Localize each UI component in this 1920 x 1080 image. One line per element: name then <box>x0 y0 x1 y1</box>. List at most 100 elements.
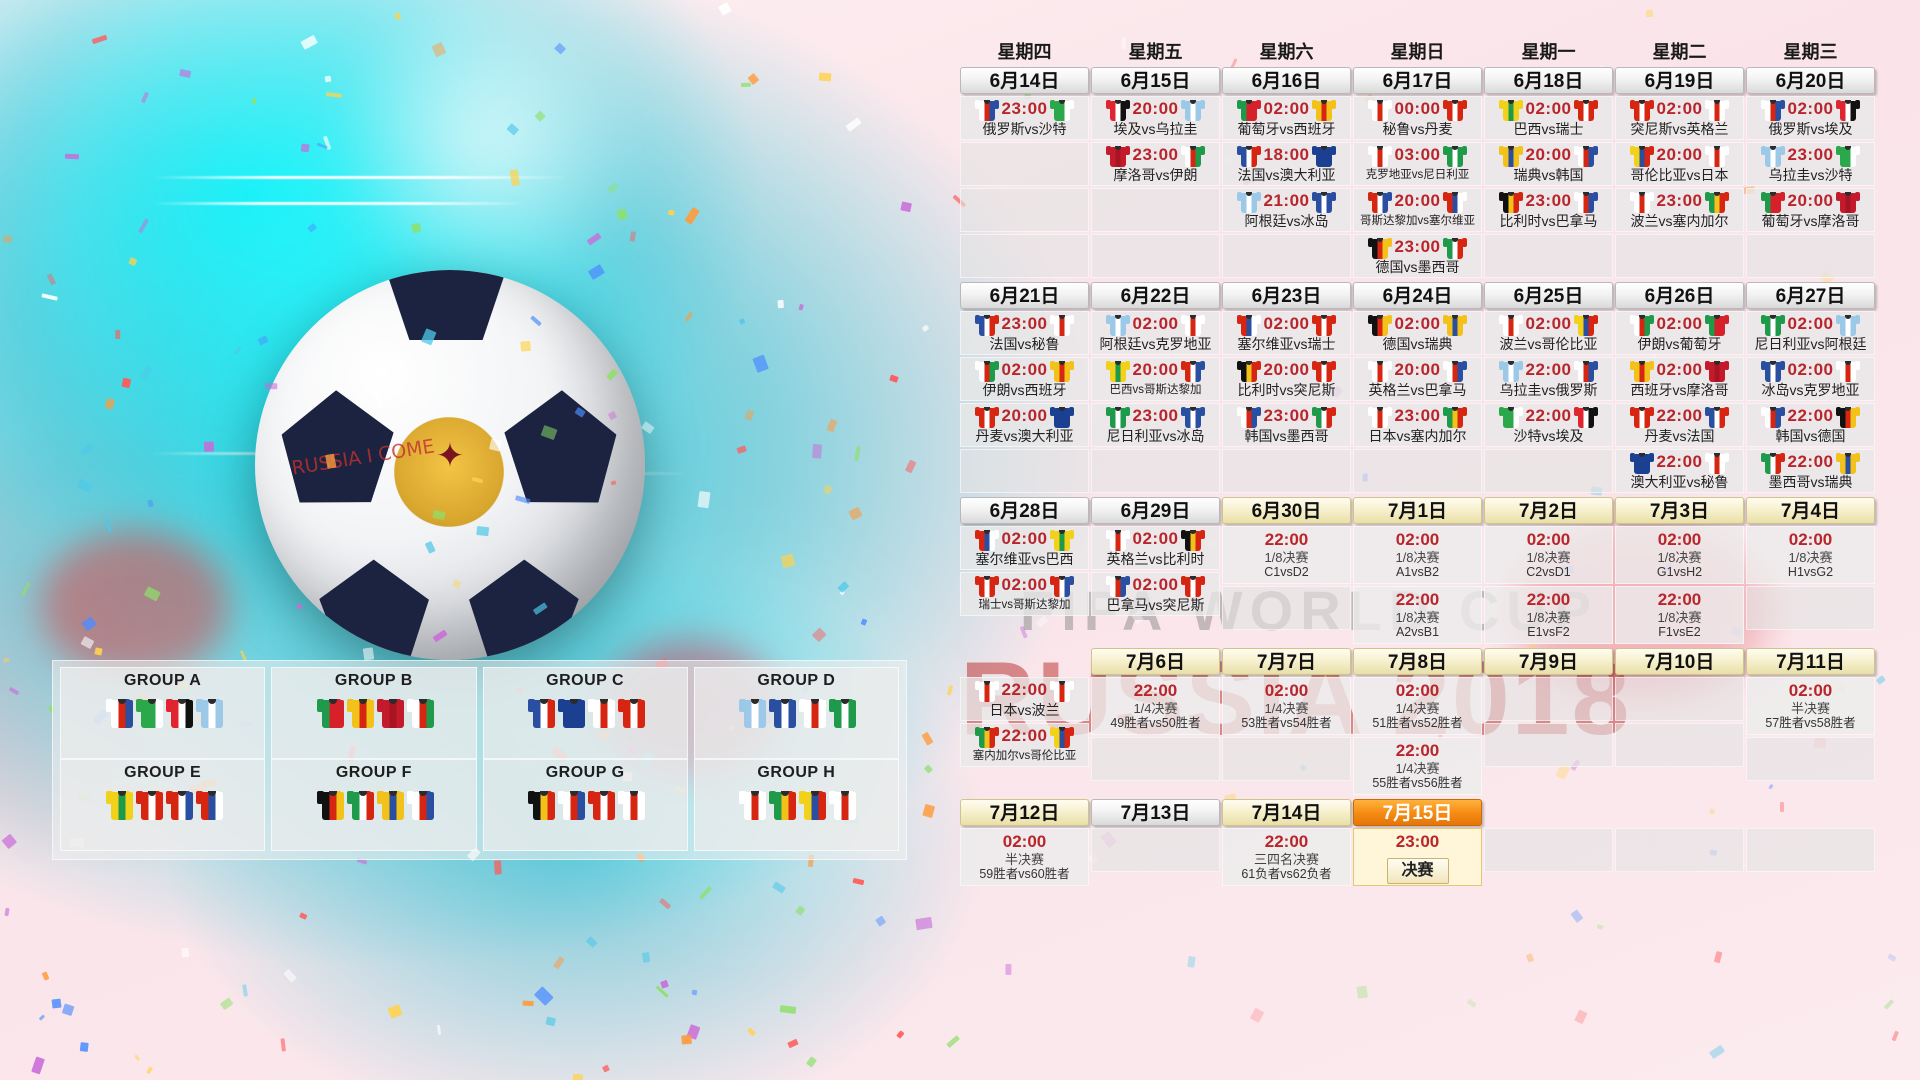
date-header[interactable]: 7月2日 <box>1484 497 1613 524</box>
date-header[interactable]: 6月16日 <box>1222 67 1351 94</box>
group-match-cell[interactable]: 03:00 克罗地亚vs尼日利亚 <box>1353 142 1482 186</box>
group-match-cell[interactable]: 20:00 巴西vs哥斯达黎加 <box>1091 357 1220 401</box>
group-match-cell[interactable]: 23:00 法国vs秘鲁 <box>960 311 1089 355</box>
group-card-group-h[interactable]: GROUP H <box>693 759 899 851</box>
group-match-cell[interactable]: 02:00 德国vs瑞典 <box>1353 311 1482 355</box>
date-header[interactable]: 6月17日 <box>1353 67 1482 94</box>
group-match-cell[interactable]: 18:00 法国vs澳大利亚 <box>1222 142 1351 186</box>
date-header[interactable]: 6月24日 <box>1353 282 1482 309</box>
date-header[interactable]: 6月25日 <box>1484 282 1613 309</box>
group-match-cell[interactable]: 02:00 塞尔维亚vs巴西 <box>960 526 1089 570</box>
group-match-cell[interactable]: 20:00 瑞典vs韩国 <box>1484 142 1613 186</box>
group-match-cell[interactable]: 22:00 塞内加尔vs哥伦比亚 <box>960 723 1089 767</box>
group-match-cell[interactable]: 23:00 日本vs塞内加尔 <box>1353 403 1482 447</box>
knockout-match-cell[interactable]: 02:00 1/8决赛 C2vsD1 <box>1484 526 1613 584</box>
date-header[interactable]: 7月4日 <box>1746 497 1875 524</box>
group-match-cell[interactable]: 02:00 英格兰vs比利时 <box>1091 526 1220 570</box>
group-card-group-f[interactable]: GROUP F <box>271 759 477 851</box>
date-header[interactable]: 7月10日 <box>1615 648 1744 675</box>
knockout-match-cell[interactable]: 02:00 1/8决赛 H1vsG2 <box>1746 526 1875 584</box>
group-match-cell[interactable]: 20:00 丹麦vs澳大利亚 <box>960 403 1089 447</box>
date-header[interactable]: 7月12日 <box>960 799 1089 826</box>
date-header[interactable]: 7月14日 <box>1222 799 1351 826</box>
date-header[interactable]: 6月14日 <box>960 67 1089 94</box>
knockout-match-cell[interactable]: 02:00 1/4决赛 53胜者vs54胜者 <box>1222 677 1351 735</box>
date-header[interactable]: 6月26日 <box>1615 282 1744 309</box>
date-header[interactable]: 7月7日 <box>1222 648 1351 675</box>
knockout-match-cell[interactable]: 02:00 半决赛 59胜者vs60胜者 <box>960 828 1089 886</box>
group-match-cell[interactable]: 02:00 巴西vs瑞士 <box>1484 96 1613 140</box>
date-header[interactable]: 7月13日 <box>1091 799 1220 826</box>
group-match-cell[interactable]: 22:00 韩国vs德国 <box>1746 403 1875 447</box>
group-card-group-b[interactable]: GROUP B <box>271 667 477 759</box>
group-match-cell[interactable]: 20:00 英格兰vs巴拿马 <box>1353 357 1482 401</box>
group-match-cell[interactable]: 20:00 葡萄牙vs摩洛哥 <box>1746 188 1875 232</box>
group-match-cell[interactable]: 02:00 巴拿马vs突尼斯 <box>1091 572 1220 616</box>
group-match-cell[interactable]: 21:00 阿根廷vs冰岛 <box>1222 188 1351 232</box>
group-match-cell[interactable]: 02:00 俄罗斯vs埃及 <box>1746 96 1875 140</box>
group-match-cell[interactable]: 02:00 葡萄牙vs西班牙 <box>1222 96 1351 140</box>
group-match-cell[interactable]: 22:00 墨西哥vs瑞典 <box>1746 449 1875 493</box>
date-header[interactable]: 7月3日 <box>1615 497 1744 524</box>
group-card-group-g[interactable]: GROUP G <box>482 759 688 851</box>
knockout-match-cell[interactable]: 22:00 三四名决赛 61负者vs62负者 <box>1222 828 1351 886</box>
group-card-group-a[interactable]: GROUP A <box>60 667 266 759</box>
group-match-cell[interactable]: 23:00 比利时vs巴拿马 <box>1484 188 1613 232</box>
final-match-cell[interactable]: 23:00 决赛 <box>1353 828 1482 886</box>
group-match-cell[interactable]: 20:00 埃及vs乌拉圭 <box>1091 96 1220 140</box>
group-match-cell[interactable]: 23:00 波兰vs塞内加尔 <box>1615 188 1744 232</box>
date-header[interactable]: 7月11日 <box>1746 648 1875 675</box>
knockout-match-cell[interactable]: 22:00 1/8决赛 F1vsE2 <box>1615 586 1744 644</box>
group-match-cell[interactable]: 02:00 波兰vs哥伦比亚 <box>1484 311 1613 355</box>
group-match-cell[interactable]: 20:00 哥斯达黎加vs塞尔维亚 <box>1353 188 1482 232</box>
date-header[interactable]: 6月15日 <box>1091 67 1220 94</box>
group-match-cell[interactable]: 02:00 瑞士vs哥斯达黎加 <box>960 572 1089 616</box>
knockout-match-cell[interactable]: 22:00 1/8决赛 E1vsF2 <box>1484 586 1613 644</box>
date-header[interactable]: 6月21日 <box>960 282 1089 309</box>
date-header[interactable]: 6月30日 <box>1222 497 1351 524</box>
knockout-match-cell[interactable]: 02:00 半决赛 57胜者vs58胜者 <box>1746 677 1875 735</box>
group-match-cell[interactable]: 22:00 澳大利亚vs秘鲁 <box>1615 449 1744 493</box>
knockout-match-cell[interactable]: 22:00 1/4决赛 49胜者vs50胜者 <box>1091 677 1220 735</box>
group-match-cell[interactable]: 23:00 摩洛哥vs伊朗 <box>1091 142 1220 186</box>
group-match-cell[interactable]: 02:00 塞尔维亚vs瑞士 <box>1222 311 1351 355</box>
date-header[interactable]: 6月19日 <box>1615 67 1744 94</box>
group-match-cell[interactable]: 23:00 韩国vs墨西哥 <box>1222 403 1351 447</box>
date-header[interactable]: 6月28日 <box>960 497 1089 524</box>
group-card-group-c[interactable]: GROUP C <box>482 667 688 759</box>
date-header[interactable]: 7月15日 <box>1353 799 1482 826</box>
date-header[interactable]: 6月27日 <box>1746 282 1875 309</box>
group-match-cell[interactable]: 23:00 乌拉圭vs沙特 <box>1746 142 1875 186</box>
knockout-match-cell[interactable]: 22:00 1/8决赛 C1vsD2 <box>1222 526 1351 584</box>
group-match-cell[interactable]: 22:00 沙特vs埃及 <box>1484 403 1613 447</box>
date-header[interactable]: 6月18日 <box>1484 67 1613 94</box>
group-match-cell[interactable]: 22:00 日本vs波兰 <box>960 677 1089 721</box>
date-header[interactable]: 7月1日 <box>1353 497 1482 524</box>
group-match-cell[interactable]: 22:00 丹麦vs法国 <box>1615 403 1744 447</box>
group-match-cell[interactable]: 02:00 尼日利亚vs阿根廷 <box>1746 311 1875 355</box>
date-header[interactable]: 6月22日 <box>1091 282 1220 309</box>
group-match-cell[interactable]: 23:00 俄罗斯vs沙特 <box>960 96 1089 140</box>
date-header[interactable]: 6月20日 <box>1746 67 1875 94</box>
knockout-match-cell[interactable]: 22:00 1/8决赛 A2vsB1 <box>1353 586 1482 644</box>
group-match-cell[interactable]: 02:00 西班牙vs摩洛哥 <box>1615 357 1744 401</box>
group-match-cell[interactable]: 22:00 乌拉圭vs俄罗斯 <box>1484 357 1613 401</box>
group-match-cell[interactable]: 00:00 秘鲁vs丹麦 <box>1353 96 1482 140</box>
group-match-cell[interactable]: 02:00 阿根廷vs克罗地亚 <box>1091 311 1220 355</box>
group-card-group-e[interactable]: GROUP E <box>60 759 266 851</box>
knockout-match-cell[interactable]: 02:00 1/4决赛 51胜者vs52胜者 <box>1353 677 1482 735</box>
date-header[interactable]: 6月29日 <box>1091 497 1220 524</box>
group-match-cell[interactable]: 02:00 伊朗vs西班牙 <box>960 357 1089 401</box>
group-match-cell[interactable]: 02:00 突尼斯vs英格兰 <box>1615 96 1744 140</box>
date-header[interactable]: 7月9日 <box>1484 648 1613 675</box>
group-card-group-d[interactable]: GROUP D <box>693 667 899 759</box>
knockout-match-cell[interactable]: 22:00 1/4决赛 55胜者vs56胜者 <box>1353 737 1482 795</box>
date-header[interactable]: 6月23日 <box>1222 282 1351 309</box>
group-match-cell[interactable]: 23:00 尼日利亚vs冰岛 <box>1091 403 1220 447</box>
date-header[interactable]: 7月8日 <box>1353 648 1482 675</box>
group-match-cell[interactable]: 20:00 哥伦比亚vs日本 <box>1615 142 1744 186</box>
date-header[interactable]: 7月6日 <box>1091 648 1220 675</box>
group-match-cell[interactable]: 23:00 德国vs墨西哥 <box>1353 234 1482 278</box>
knockout-match-cell[interactable]: 02:00 1/8决赛 A1vsB2 <box>1353 526 1482 584</box>
group-match-cell[interactable]: 20:00 比利时vs突尼斯 <box>1222 357 1351 401</box>
